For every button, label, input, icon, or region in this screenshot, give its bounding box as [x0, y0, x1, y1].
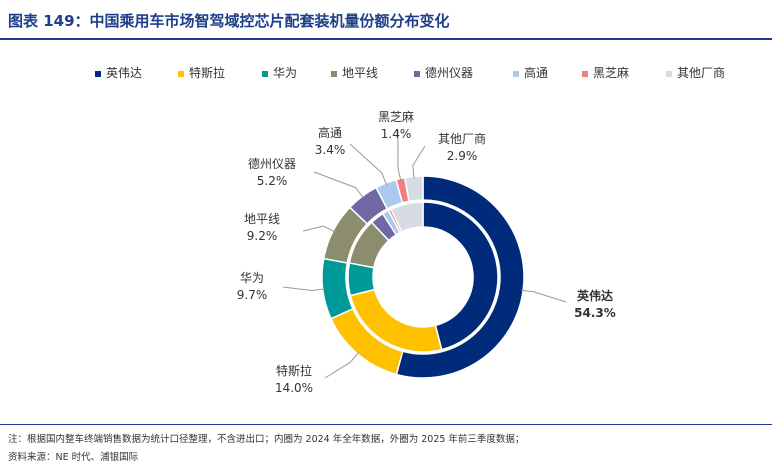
slice-label: 华为 [240, 271, 264, 285]
outer-slice-1 [395, 175, 525, 379]
slice-label: 黑芝麻 [378, 109, 414, 124]
legend-item: 其他厂商 [666, 64, 725, 81]
footnote: 注：根据国内整车终端销售数据为统计口径整理，不含进出口；内圈为 2024 年全年… [8, 434, 525, 445]
legend-item: 黑芝麻 [582, 64, 629, 81]
title-prefix: 图表 149： [8, 12, 90, 30]
slice-label: 英伟达 [577, 288, 613, 303]
legend-label: 高通 [524, 66, 549, 80]
slice-value-label: 54.3% [574, 306, 616, 320]
legend-label: 特斯拉 [189, 66, 226, 80]
slice-label: 地平线 [244, 212, 280, 226]
legend-item: 地平线 [331, 64, 378, 81]
inner-slice-8 [390, 201, 424, 233]
slice-value-label: 2.9% [447, 149, 478, 163]
legend-swatch [582, 70, 588, 77]
source-note: 资料来源：NE 时代、浦银国际 [8, 452, 139, 463]
slice-label: 高通 [318, 125, 342, 140]
legend-label: 华为 [273, 66, 298, 80]
slice-label: 其他厂商 [438, 131, 486, 146]
legend-item: 特斯拉 [178, 64, 225, 81]
legend-swatch [262, 70, 268, 77]
legend-swatch [178, 70, 184, 77]
leader-line [324, 352, 360, 379]
leader-line [302, 225, 336, 233]
donut-chart: 英伟达 54.3% 特斯拉 14.0% 华为 9.7% 地平线 9.2% 德州仪器 5.2% 高通 3… [237, 109, 616, 395]
slice-value-label: 9.2% [247, 229, 278, 243]
footer: 注：根据国内整车终端销售数据为统计口径整理，不含进出口；内圈为 2024 年全年… [0, 424, 772, 467]
legend-swatch [513, 70, 519, 77]
leader-line [349, 143, 388, 186]
legend-label: 地平线 [342, 66, 379, 80]
title-bar: 图表 149：中国乘用车市场智驾域控芯片配套装机量份额分布变化 [0, 0, 772, 40]
legend-swatch [414, 70, 420, 77]
legend-item: 华为 [262, 64, 297, 81]
leader-line [313, 171, 364, 199]
leader-line [412, 145, 426, 179]
slice-value-label: 3.4% [315, 143, 346, 157]
slice-label: 特斯拉 [276, 363, 312, 378]
title-text: 中国乘用车市场智驾域控芯片配套装机量份额分布变化 [89, 12, 450, 30]
slice-value-label: 1.4% [381, 127, 412, 141]
legend-label: 黑芝麻 [593, 66, 630, 80]
outer-slice-8 [403, 175, 424, 203]
legend-swatch [331, 70, 337, 77]
slice-value-label: 14.0% [275, 381, 313, 395]
slice-value-label: 9.7% [237, 288, 268, 302]
page-title: 图表 149：中国乘用车市场智驾域控芯片配套装机量份额分布变化 [8, 10, 450, 31]
legend-item: 高通 [513, 64, 548, 81]
inner-slice-3 [347, 262, 376, 297]
legend-item: 英伟达 [95, 64, 142, 81]
legend-swatch [95, 70, 101, 77]
slice-label: 德州仪器 [248, 156, 296, 171]
legend-label: 其他厂商 [677, 66, 726, 80]
legend-label: 德州仪器 [425, 66, 474, 80]
legend-item: 德州仪器 [414, 64, 473, 81]
leader-line [282, 286, 325, 292]
chart-legend: 英伟达 特斯拉 华为 地平线 德州仪器 高通 黑芝麻 其他厂商 [0, 64, 772, 82]
slice-value-label: 5.2% [257, 174, 288, 188]
legend-swatch [666, 70, 672, 77]
legend-label: 英伟达 [106, 66, 143, 80]
leader-line [397, 129, 402, 181]
leader-line [521, 289, 567, 303]
inner-slice-1 [422, 201, 499, 351]
